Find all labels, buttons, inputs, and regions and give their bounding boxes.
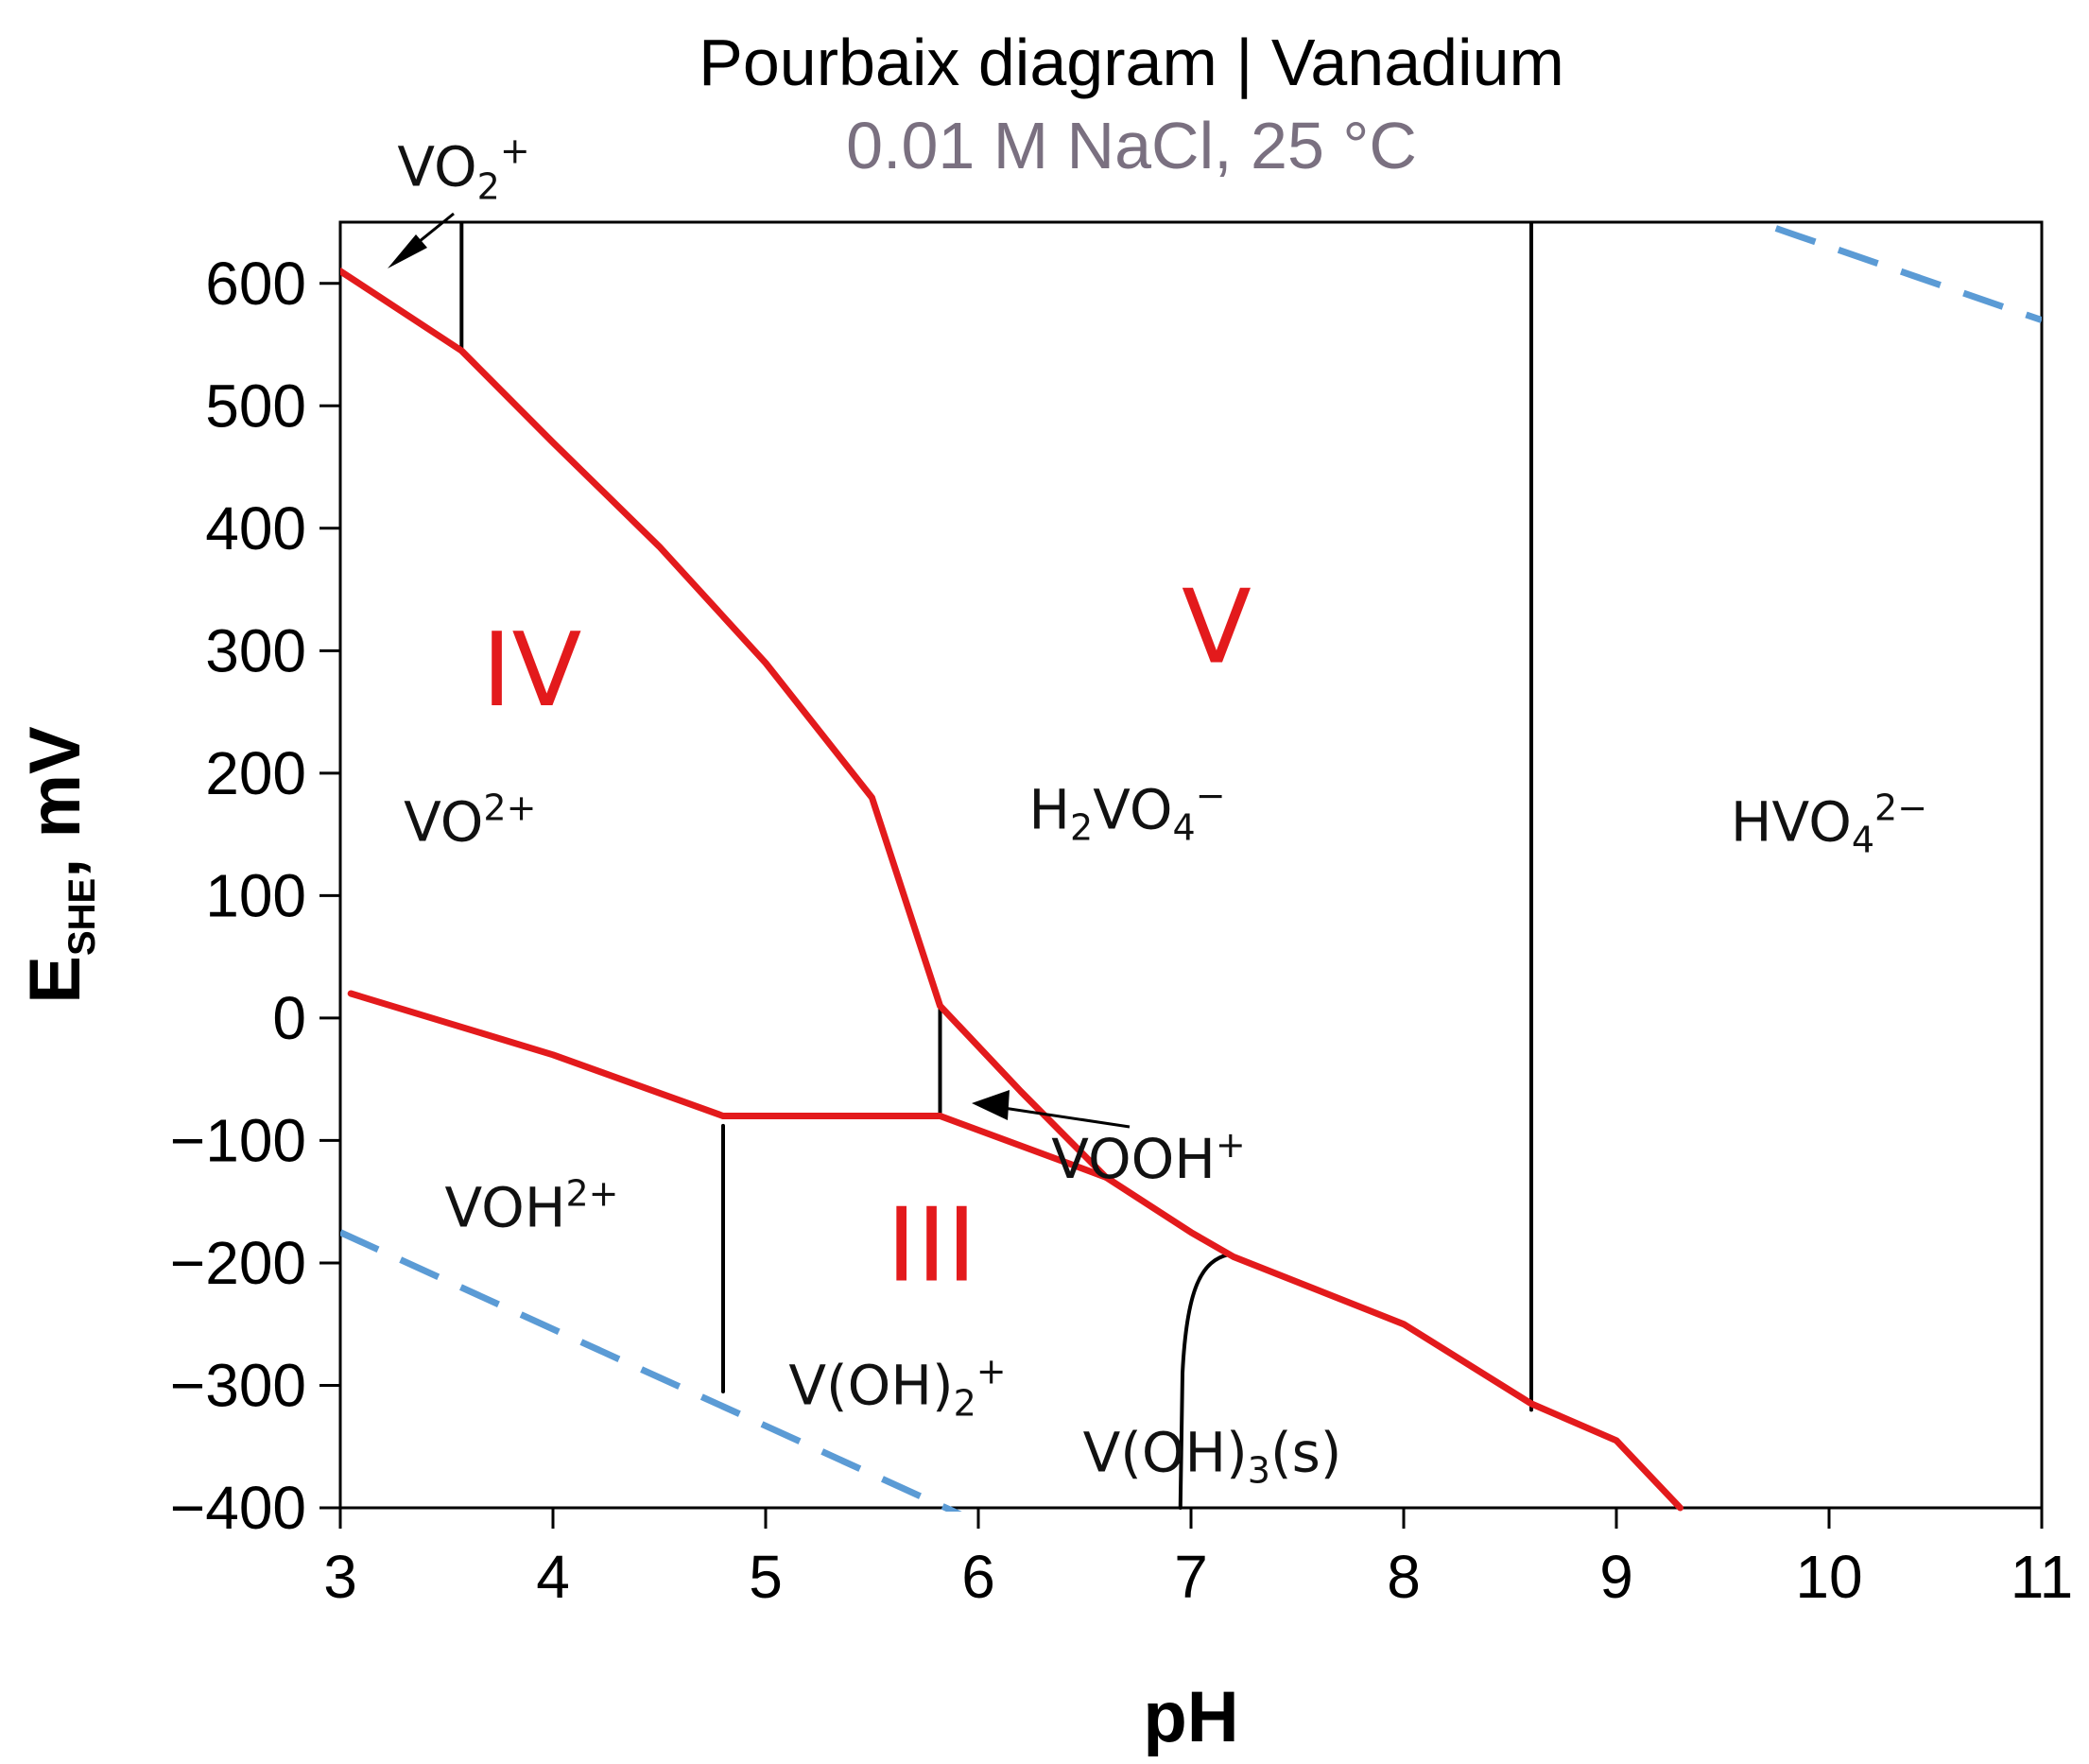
x-tick-label: 11 [2011, 1543, 2073, 1611]
series-vo2-voh2-boundary-iv-iii- [347, 990, 727, 1119]
y-tick-label: 200 [205, 739, 306, 807]
series-water-stability-lower- [340, 1229, 962, 1512]
y-tick-label: 0 [272, 984, 306, 1052]
oxidation-state-iii: III [887, 1187, 977, 1306]
series-vooh-v-oh-2-boundary [937, 1113, 1110, 1181]
species-label-voh3-solid: V(OH)3(s) [1083, 1421, 1342, 1492]
x-tick-label: 10 [1795, 1543, 1862, 1611]
species-label-vo2plus-vanadyl: VO2+ [404, 787, 536, 855]
x-axis-label: pH [1143, 1677, 1238, 1757]
oxidation-state-v: V [1182, 568, 1252, 686]
series-v-oh-2-v-oh-3-s-boundary [1178, 1252, 1232, 1510]
y-tick-label: 500 [205, 372, 306, 440]
y-axis: 600 500 400 300 200 100 0 −100 −200 −300 −400 [170, 250, 340, 1542]
y-tick-label: 300 [205, 616, 306, 684]
chart-subtitle: 0.01 M NaCl, 25 °C [846, 109, 1417, 182]
species-label-hvo4-2minus: HVO42− [1731, 787, 1927, 861]
species-label-vo2plus: VO2+ [397, 130, 529, 208]
series-v-v-v-iv-boundary [340, 268, 1110, 1181]
y-tick-label: −100 [170, 1106, 306, 1174]
y-axis-label: ESHE, mV [15, 726, 103, 1004]
x-tick-label: 7 [1174, 1543, 1208, 1611]
chart-title: Pourbaix diagram | Vanadium [699, 26, 1564, 99]
y-tick-label: −200 [170, 1229, 306, 1297]
series-water-stability-upper- [1774, 225, 2042, 323]
x-tick-label: 5 [749, 1543, 783, 1611]
species-label-voh2plus-hydroxide: V(OH)2+ [788, 1350, 1006, 1424]
series-v-v-v-iii-boundary [1102, 1173, 1683, 1512]
x-axis: 3 4 5 6 7 8 9 10 11 [323, 1508, 2073, 1611]
x-tick-label: 3 [323, 1543, 357, 1611]
y-tick-label: −400 [170, 1474, 306, 1542]
x-tick-label: 8 [1387, 1543, 1421, 1611]
x-tick-label: 4 [536, 1543, 570, 1611]
x-tick-label: 6 [961, 1543, 995, 1611]
y-tick-label: 100 [205, 861, 306, 929]
species-label-voohplus: VOOH+ [1051, 1124, 1245, 1191]
series-layer [340, 222, 2042, 1512]
x-tick-label: 9 [1599, 1543, 1633, 1611]
y-tick-label: 400 [205, 494, 306, 562]
plot-frame [338, 220, 2044, 1510]
y-tick-label: −300 [170, 1351, 306, 1419]
arrow-voohplus [972, 1090, 1131, 1129]
oxidation-state-iv: IV [482, 612, 582, 730]
arrow-vo2plus [388, 212, 455, 268]
species-label-voh2plus: VOH2+ [445, 1173, 619, 1240]
y-tick-label: 600 [205, 250, 306, 318]
species-label-h2vo4minus: H2VO4− [1028, 775, 1225, 849]
